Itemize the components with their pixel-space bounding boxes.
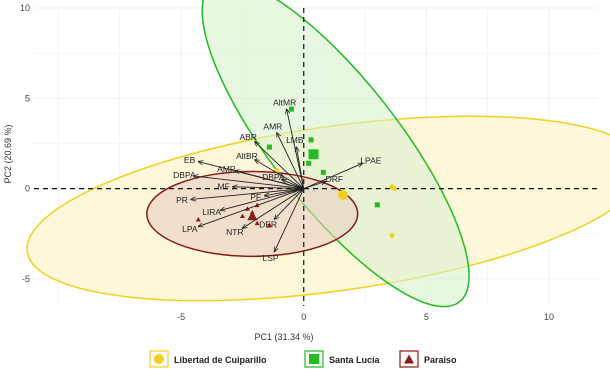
loading-label: AMR: [263, 121, 282, 131]
loading-arrow: [242, 188, 304, 229]
loading-arrow: [303, 181, 326, 190]
loading-label: ABR: [239, 132, 256, 142]
x-tick-label: 5: [424, 312, 429, 322]
loading-label: PF: [250, 192, 261, 202]
data-point: [254, 220, 260, 226]
scatter-points: [195, 106, 397, 239]
data-point: [266, 144, 272, 150]
y-axis-title: PC2 (20.69 %): [3, 124, 13, 183]
loading-label: MF: [217, 182, 229, 192]
centroid-point: [337, 189, 348, 200]
data-point: [195, 217, 201, 222]
legend-key-marker: [154, 354, 164, 364]
data-point: [306, 160, 312, 166]
loading-arrow: [198, 188, 304, 227]
loading-arrow: [193, 176, 304, 190]
data-point: [308, 137, 314, 143]
legend-label: Santa Lucía: [329, 355, 381, 365]
legend-label: Paraiso: [424, 355, 457, 365]
loading-label: EB: [184, 155, 196, 165]
loading-label: LPA: [182, 224, 198, 234]
loading-arrow: [296, 147, 305, 189]
legend-key-marker: [309, 354, 319, 364]
centroid-point: [308, 149, 319, 160]
data-point: [389, 233, 395, 239]
y-tick-label: 10: [20, 3, 30, 13]
data-point: [374, 202, 380, 208]
loading-label: LMB: [286, 135, 304, 145]
loading-label: LPAE: [360, 156, 381, 166]
loading-arrow: [282, 180, 304, 190]
loading-label: DER: [259, 219, 277, 229]
loading-label: AltMR: [273, 97, 296, 107]
loading-label: AltBR: [236, 151, 258, 161]
zero-lines: [34, 8, 598, 306]
x-tick-label: 0: [301, 312, 306, 322]
loading-arrow: [255, 142, 305, 189]
legend: Libertad de Cuiparillo Santa Lucía Paraiso: [149, 350, 457, 368]
y-tick-label: 0: [25, 184, 30, 194]
y-tick-label: 5: [25, 93, 30, 103]
loading-label: DBPA: [173, 170, 196, 180]
y-tick-label: -5: [22, 274, 30, 284]
loading-arrow: [274, 188, 305, 220]
legend-key-marker: [404, 354, 414, 364]
loading-label: AMP: [217, 164, 236, 174]
data-point: [288, 106, 294, 112]
axes: -5 0 5 10 -5 0 5 10: [20, 3, 554, 322]
loading-arrow: [303, 163, 363, 190]
data-point: [320, 169, 326, 175]
loading-arrow: [235, 171, 304, 190]
loading-arrow: [265, 188, 304, 196]
loading-vectors: AltMR AMR ABR LMB AltBR EB AMP DBPA DBPA MF LPAE DR…: [173, 97, 382, 263]
loading-label: PR: [176, 195, 188, 205]
confidence-ellipses: [26, 0, 610, 308]
loading-arrow: [233, 187, 304, 189]
loading-arrow: [255, 160, 304, 189]
loading-arrow: [277, 133, 305, 189]
centroid-point: [247, 211, 258, 221]
loading-label: LIRA: [202, 207, 221, 217]
loading-arrow: [274, 188, 305, 252]
loading-label: DBPA: [262, 172, 285, 182]
loading-arrow: [191, 188, 304, 200]
legend-label: Libertad de Cuiparillo: [174, 355, 267, 365]
data-point: [239, 213, 245, 218]
loading-arrow: [220, 188, 304, 211]
loading-label: NTR: [226, 227, 243, 237]
data-point: [266, 222, 272, 227]
loading-label: DRF: [326, 174, 343, 184]
loading-label: LSP: [262, 253, 278, 263]
data-point: [391, 186, 397, 192]
x-axis-title: PC1 (31.34 %): [254, 332, 313, 342]
x-tick-label: 10: [544, 312, 554, 322]
x-tick-label: -5: [177, 312, 185, 322]
